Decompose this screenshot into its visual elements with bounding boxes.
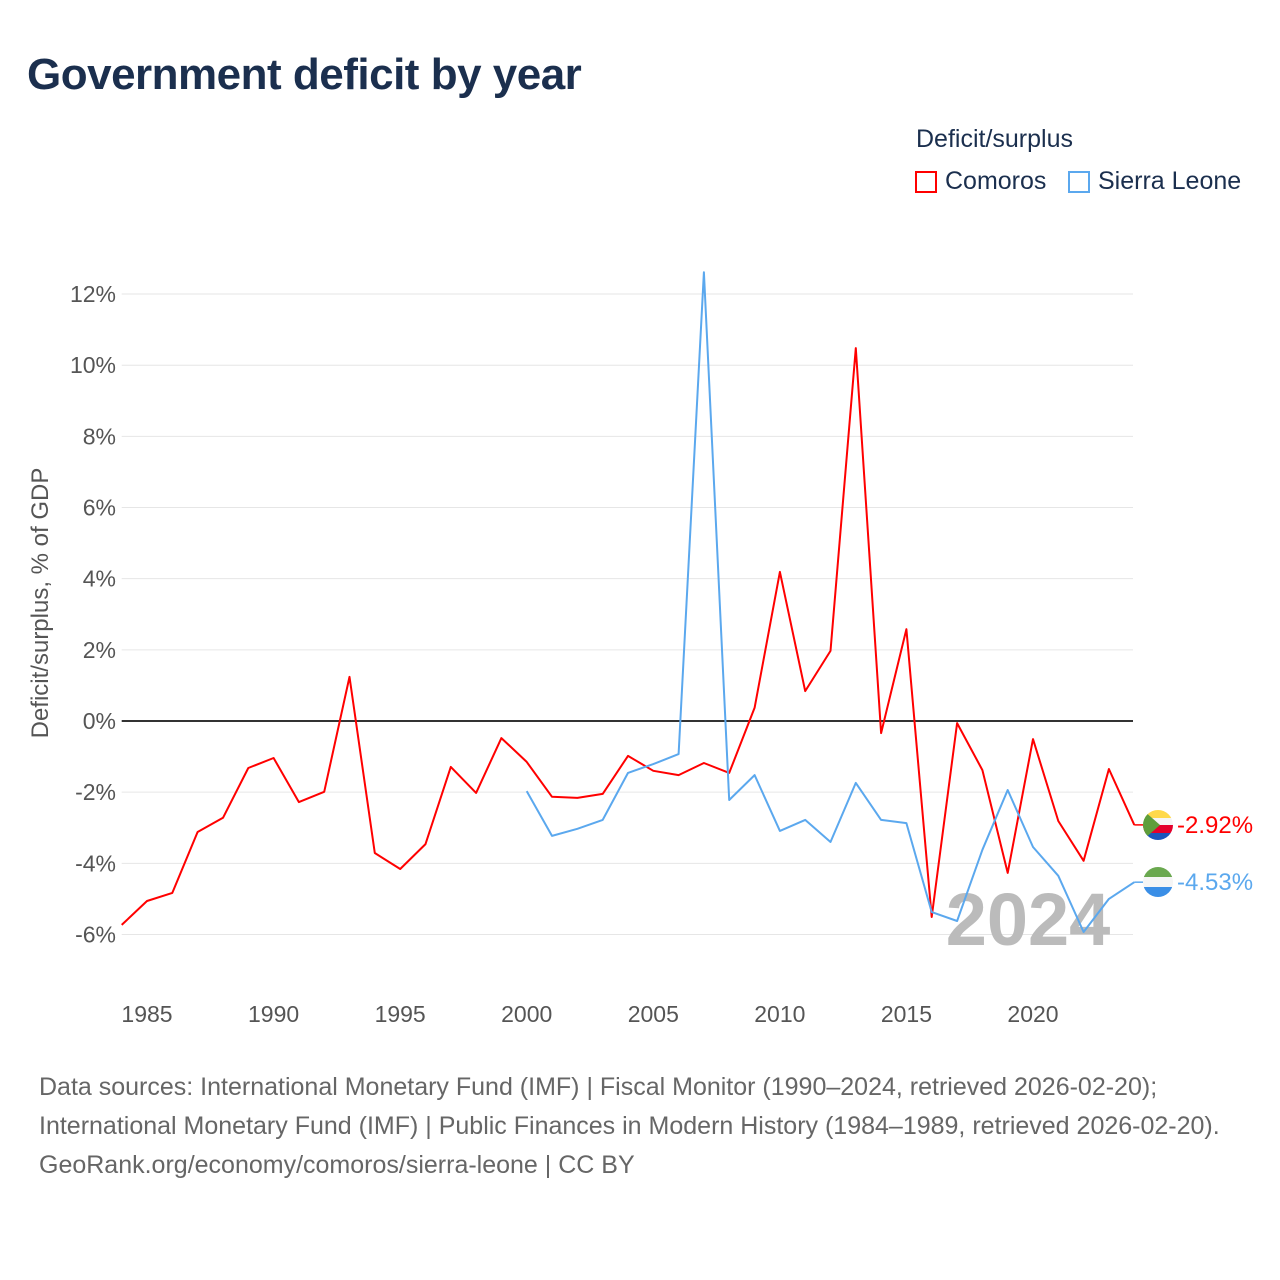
year-watermark: 2024 (946, 878, 1111, 961)
y-tick-label: 4% (83, 566, 116, 592)
y-tick-label: -6% (75, 921, 116, 947)
legend-item-sierra-leone[interactable]: Sierra Leone (1068, 167, 1241, 196)
y-tick-label: 8% (83, 423, 116, 449)
x-tick-label: 2000 (501, 1001, 552, 1027)
x-tick-label: 2020 (1007, 1001, 1058, 1027)
legend-label: Comoros (945, 167, 1047, 195)
y-tick-label: 10% (70, 352, 116, 378)
plot-area: 12% 10% 8% 6% 4% 2% 0% -2% -4% -6% 1985 1990 1995 200… (27, 271, 1253, 1027)
sierra-leone-flag-icon (1143, 867, 1173, 897)
x-tick-label: 1995 (375, 1001, 426, 1027)
x-tick-label: 2010 (754, 1001, 805, 1027)
series-line-sierra-leone (525, 271, 1135, 933)
legend-swatch (1068, 170, 1090, 193)
y-tick-label: 0% (83, 708, 116, 734)
y-tick-label: 6% (83, 495, 116, 521)
comoros-flag-icon (1143, 810, 1173, 840)
y-tick-label: 12% (70, 281, 116, 307)
x-tick-label: 2005 (628, 1001, 679, 1027)
y-tick-label: 2% (83, 637, 116, 663)
sierra-leone-end-label: -4.53% (1177, 869, 1253, 896)
y-tick-label: -2% (75, 779, 116, 805)
data-sources: Data sources: International Monetary Fun… (39, 1073, 1220, 1140)
y-tick-label: -4% (75, 850, 116, 876)
legend-item-comoros[interactable]: Comoros (915, 167, 1046, 196)
x-tick-label: 2015 (881, 1001, 932, 1027)
legend-swatch (915, 170, 937, 193)
footer: Data sources: International Monetary Fun… (39, 1068, 1249, 1185)
series-line-comoros (121, 347, 1136, 926)
comoros-end-label: -2.92% (1177, 812, 1253, 839)
credit-link[interactable]: GeoRank.org/economy/comoros/sierra-leone… (39, 1151, 635, 1179)
chart-title: Government deficit by year (27, 50, 582, 99)
legend-title: Deficit/surplus (916, 125, 1073, 153)
x-tick-label: 1985 (121, 1001, 172, 1027)
y-axis-label: Deficit/surplus, % of GDP (27, 468, 54, 739)
x-tick-label: 1990 (248, 1001, 299, 1027)
legend-label: Sierra Leone (1098, 167, 1242, 195)
